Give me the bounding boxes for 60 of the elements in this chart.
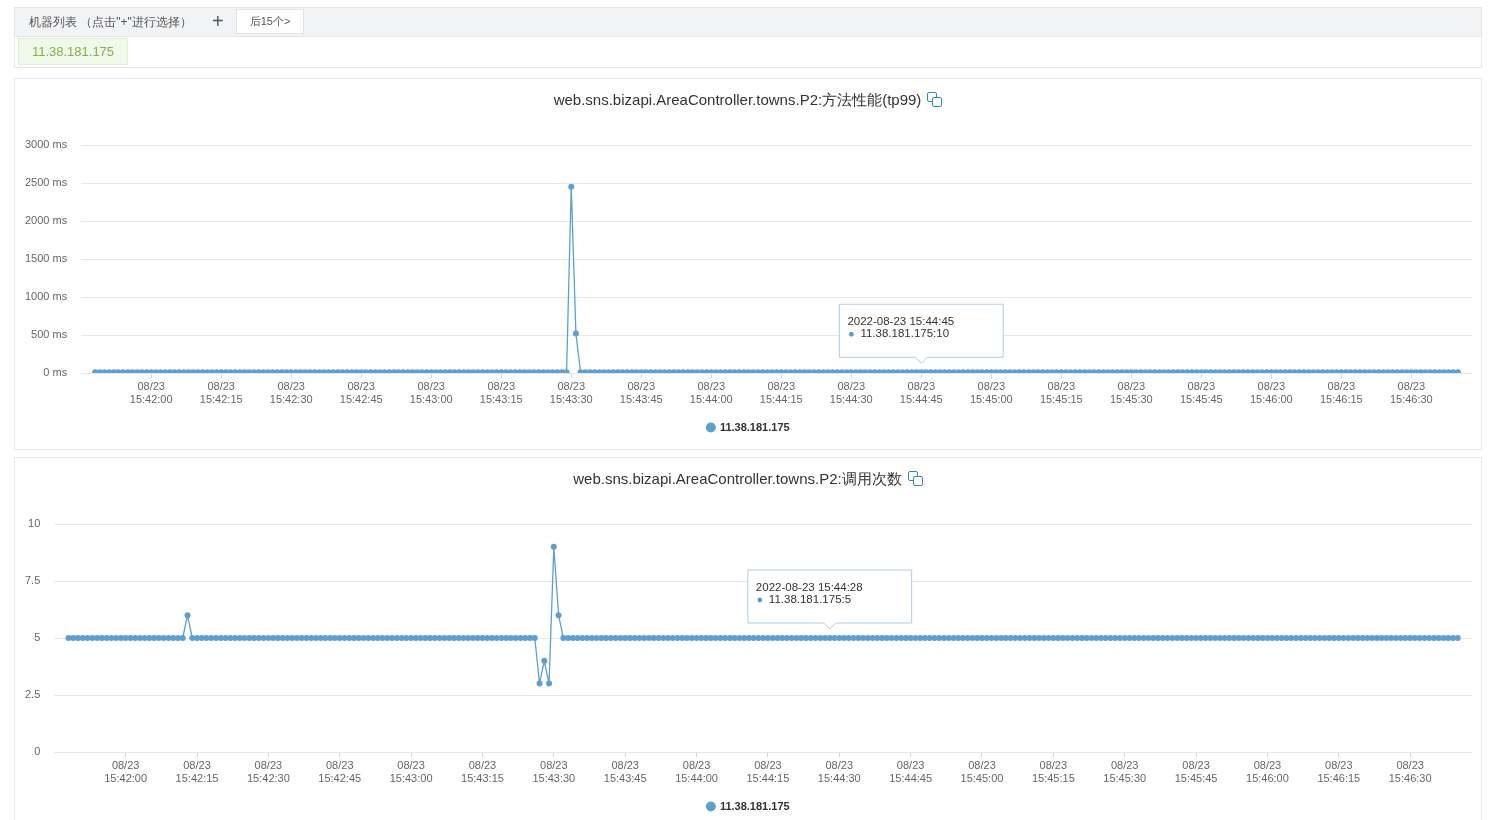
y-tick-label: 1500 ms — [24, 252, 68, 265]
x-tick-label: 08/23 15:43:15 — [461, 758, 504, 784]
x-tick-label: 08/23 15:46:30 — [1388, 758, 1432, 784]
x-tick-label: 08/23 15:44:30 — [829, 379, 873, 405]
x-tick-label: 08/23 15:42:30 — [269, 379, 313, 405]
y-tick-label: 1000 ms — [24, 290, 68, 303]
legend-label: 11.38.181.175 — [719, 420, 790, 433]
y-tick-label: 10 — [28, 517, 41, 530]
x-tick-label: 08/23 15:42:00 — [129, 379, 173, 405]
annotation: 2022-08-23 15:44:45 11.38.181.175:10 — [847, 315, 955, 340]
x-tick-label: 08/23 15:45:45 — [1174, 758, 1218, 784]
x-tick-label: 08/23 15:44:15 — [759, 379, 803, 405]
x-tick-label: 08/23 15:42:45 — [339, 379, 383, 405]
x-tick-label: 08/23 15:43:00 — [409, 379, 453, 405]
page-button: 后15个> — [236, 9, 304, 34]
x-tick-label: 08/23 15:42:15 — [175, 758, 219, 784]
x-tick-label: 08/23 15:42:30 — [246, 758, 290, 784]
x-tick-label: 08/23 15:43:30 — [549, 379, 593, 405]
x-tick-label: 08/23 15:46:15 — [1319, 379, 1363, 405]
y-tick-label: 2500 ms — [24, 176, 68, 189]
x-tick-label: 08/23 15:45:15 — [1039, 379, 1083, 405]
selected-tag: 11.38.181.175 — [18, 38, 128, 65]
legend-label: 11.38.181.175 — [719, 799, 790, 812]
x-tick-label: 08/23 15:44:00 — [675, 758, 718, 784]
x-tick-label: 08/23 15:45:00 — [969, 379, 1013, 405]
x-tick-label: 08/23 15:45:45 — [1179, 379, 1223, 405]
text: + — [212, 9, 224, 33]
x-tick-label: 08/23 15:43:15 — [479, 379, 523, 405]
x-tick-label: 08/23 15:44:30 — [817, 758, 861, 784]
chart-title: web.sns.bizapi.AreaController.towns.P2:调用次数 — [573, 470, 902, 487]
y-tick-label: 0 — [34, 745, 41, 758]
text: 机器列表 （点击"+"进行选择） — [29, 14, 192, 30]
x-tick-label: 08/23 15:42:15 — [199, 379, 243, 405]
x-tick-label: 08/23 15:43:30 — [532, 758, 576, 784]
y-tick-label: 7.5 — [24, 574, 41, 587]
y-tick-label: 5 — [34, 631, 41, 644]
x-tick-label: 08/23 15:44:45 — [899, 379, 943, 405]
x-tick-label: 08/23 15:44:15 — [746, 758, 790, 784]
x-tick-label: 08/23 15:43:45 — [603, 758, 647, 784]
x-tick-label: 08/23 15:45:15 — [1031, 758, 1075, 784]
y-tick-label: 3000 ms — [24, 138, 68, 151]
x-tick-label: 08/23 15:45:30 — [1109, 379, 1153, 405]
x-tick-label: 08/23 15:46:00 — [1246, 758, 1289, 784]
chart-title: web.sns.bizapi.AreaController.towns.P2:方法性能(tp99) — [553, 91, 922, 108]
x-tick-label: 08/23 15:46:30 — [1389, 379, 1433, 405]
x-tick-label: 08/23 15:42:45 — [318, 758, 362, 784]
x-tick-label: 08/23 15:46:00 — [1249, 379, 1293, 405]
x-tick-label: 08/23 15:44:00 — [689, 379, 733, 405]
y-tick-label: 0 ms — [43, 366, 68, 379]
x-tick-label: 08/23 15:43:00 — [389, 758, 433, 784]
y-tick-label: 2.5 — [24, 688, 41, 701]
annotation: 2022-08-23 15:44:28 11.38.181.175:5 — [755, 581, 863, 606]
y-tick-label: 2000 ms — [24, 214, 68, 227]
x-tick-label: 08/23 15:44:45 — [889, 758, 933, 784]
x-tick-label: 08/23 15:45:30 — [1103, 758, 1147, 784]
x-tick-label: 08/23 15:42:00 — [104, 758, 148, 784]
x-tick-label: 08/23 15:43:45 — [619, 379, 663, 405]
y-tick-label: 500 ms — [31, 328, 68, 341]
x-tick-label: 08/23 15:45:00 — [960, 758, 1004, 784]
x-tick-label: 08/23 15:46:15 — [1317, 758, 1361, 784]
